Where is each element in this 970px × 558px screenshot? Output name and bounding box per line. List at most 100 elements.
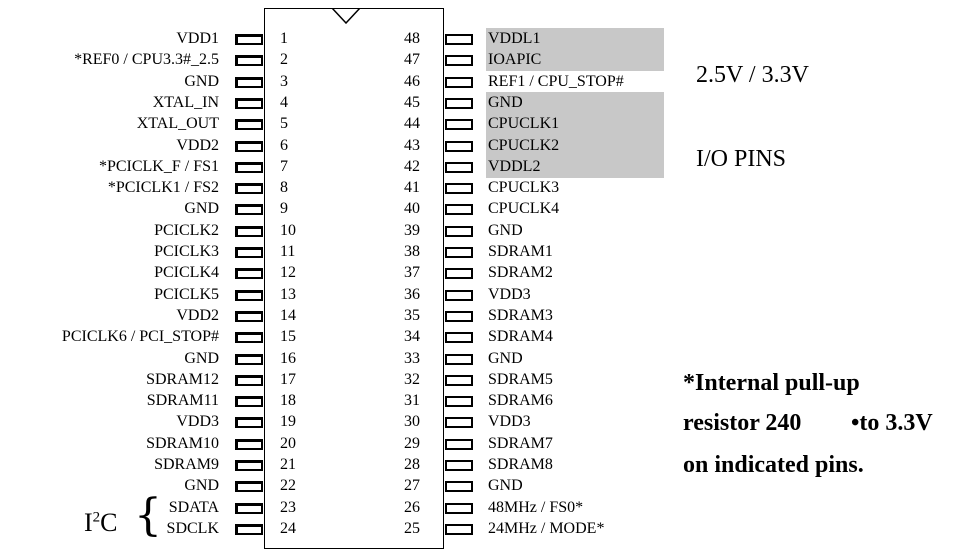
right-pin-number: 46 — [404, 72, 420, 90]
right-pin-label: SDRAM2 — [488, 264, 553, 282]
right-pin-number: 41 — [404, 179, 420, 197]
left-pin-label: *PCICLK_F / FS1 — [98, 157, 219, 175]
i2c-label: I2C — [84, 508, 118, 538]
right-pin-lead — [445, 247, 473, 258]
right-pin-number: 34 — [404, 328, 420, 346]
right-pin-lead — [445, 204, 473, 216]
io-pin-highlight — [486, 134, 664, 157]
right-pin-label: GND — [488, 349, 523, 367]
left-pin-number: 4 — [280, 93, 288, 111]
right-pin-number: 37 — [404, 264, 420, 282]
left-pin-lead — [235, 438, 263, 450]
right-pin-lead — [445, 268, 473, 280]
left-pin-lead — [235, 161, 263, 173]
left-pin-label: PCICLK6 / PCI_STOP# — [61, 328, 219, 346]
right-pin-label: 24MHz / MODE* — [488, 519, 605, 537]
left-pin-label: SDRAM9 — [154, 456, 219, 473]
right-pin-number: 38 — [404, 243, 420, 260]
left-pin-lead — [235, 55, 263, 67]
voltage-legend: 2.5V / 3.3V — [696, 62, 809, 88]
right-pin-number: 35 — [404, 306, 420, 324]
left-pin-number: 14 — [280, 306, 296, 324]
left-pin-lead — [235, 417, 263, 429]
left-pin-number: 19 — [280, 413, 296, 431]
left-pin-lead — [235, 374, 263, 386]
left-pin-number: 3 — [280, 72, 288, 90]
right-pin-label: CPUCLK3 — [488, 179, 560, 197]
pullup-note-line2b: •to 3.3V — [851, 410, 933, 436]
right-pin-label: GND — [488, 221, 523, 239]
left-pin-lead — [235, 332, 263, 344]
left-pin-lead — [235, 247, 263, 258]
right-pin-label: CPUCLK4 — [488, 200, 560, 218]
left-pin-label: SDATA — [168, 498, 219, 516]
i2c-label-tail: C — [100, 508, 118, 537]
left-pin-label: SDRAM10 — [146, 434, 219, 452]
right-pin-number: 39 — [404, 221, 420, 239]
pullup-note-line1: *Internal pull-up — [683, 370, 860, 396]
right-pin-lead — [445, 481, 473, 493]
right-pin-lead — [445, 76, 473, 88]
right-pin-lead — [445, 289, 473, 301]
io-pin-highlight — [486, 91, 664, 114]
right-pin-label: SDRAM8 — [488, 456, 553, 473]
left-pin-label: VDD1 — [176, 30, 219, 47]
left-pin-number: 2 — [280, 51, 288, 69]
left-pin-number: 23 — [280, 498, 296, 516]
right-pin-lead — [445, 417, 473, 429]
i2c-brace-icon: { — [134, 490, 162, 541]
left-pin-number: 10 — [280, 221, 296, 239]
left-pin-label: PCICLK3 — [154, 243, 219, 260]
left-pin-number: 6 — [280, 136, 288, 154]
left-pin-label: SDRAM12 — [146, 370, 219, 388]
right-pin-lead — [445, 183, 473, 195]
left-pin-label: GND — [184, 349, 219, 367]
left-pin-label: XTAL_OUT — [136, 115, 219, 133]
right-pin-label: SDRAM6 — [488, 392, 553, 410]
right-pin-number: 45 — [404, 93, 420, 111]
io-pin-highlight — [486, 155, 664, 178]
io-pins-legend: I/O PINS — [696, 146, 787, 172]
right-pin-number: 36 — [404, 285, 420, 303]
right-pin-number: 27 — [404, 477, 420, 495]
right-pin-label: VDD3 — [488, 285, 531, 303]
left-pin-lead — [235, 140, 263, 152]
right-pin-lead — [445, 97, 473, 109]
left-pin-label: VDD2 — [176, 306, 219, 324]
right-pin-lead — [445, 460, 473, 471]
left-pin-label: XTAL_IN — [152, 93, 219, 111]
right-pin-lead — [445, 332, 473, 344]
left-pin-label: *REF0 / CPU3.3#_2.5 — [74, 51, 219, 69]
left-pin-lead — [235, 502, 263, 514]
left-pin-number: 11 — [280, 243, 296, 260]
left-pin-label: PCICLK4 — [154, 264, 219, 282]
left-pin-number: 21 — [280, 456, 296, 473]
left-pin-label: GND — [184, 72, 219, 90]
left-pin-label: VDD3 — [176, 413, 219, 431]
left-pin-lead — [235, 225, 263, 237]
right-pin-label: VDDL1 — [488, 30, 541, 47]
left-pin-lead — [235, 353, 263, 365]
left-pin-number: 16 — [280, 349, 296, 367]
left-pin-number: 13 — [280, 285, 296, 303]
left-pin-label: GND — [184, 200, 219, 218]
right-pin-label: GND — [488, 93, 523, 111]
right-pin-label: CPUCLK1 — [488, 115, 560, 133]
left-pin-number: 24 — [280, 519, 296, 537]
right-pin-label: VDDL2 — [488, 157, 541, 175]
left-pin-lead — [235, 289, 263, 301]
right-pin-label: GND — [488, 477, 523, 495]
left-pin-lead — [235, 34, 263, 45]
i2c-label-main: I — [84, 508, 93, 537]
left-pin-lead — [235, 119, 263, 131]
left-pin-number: 12 — [280, 264, 296, 282]
right-pin-number: 43 — [404, 136, 420, 154]
right-pin-number: 30 — [404, 413, 420, 431]
left-pin-label: VDD2 — [176, 136, 219, 154]
right-pin-lead — [445, 140, 473, 152]
right-pin-lead — [445, 34, 473, 45]
left-pin-lead — [235, 268, 263, 280]
left-pin-lead — [235, 204, 263, 216]
right-pin-lead — [445, 161, 473, 173]
